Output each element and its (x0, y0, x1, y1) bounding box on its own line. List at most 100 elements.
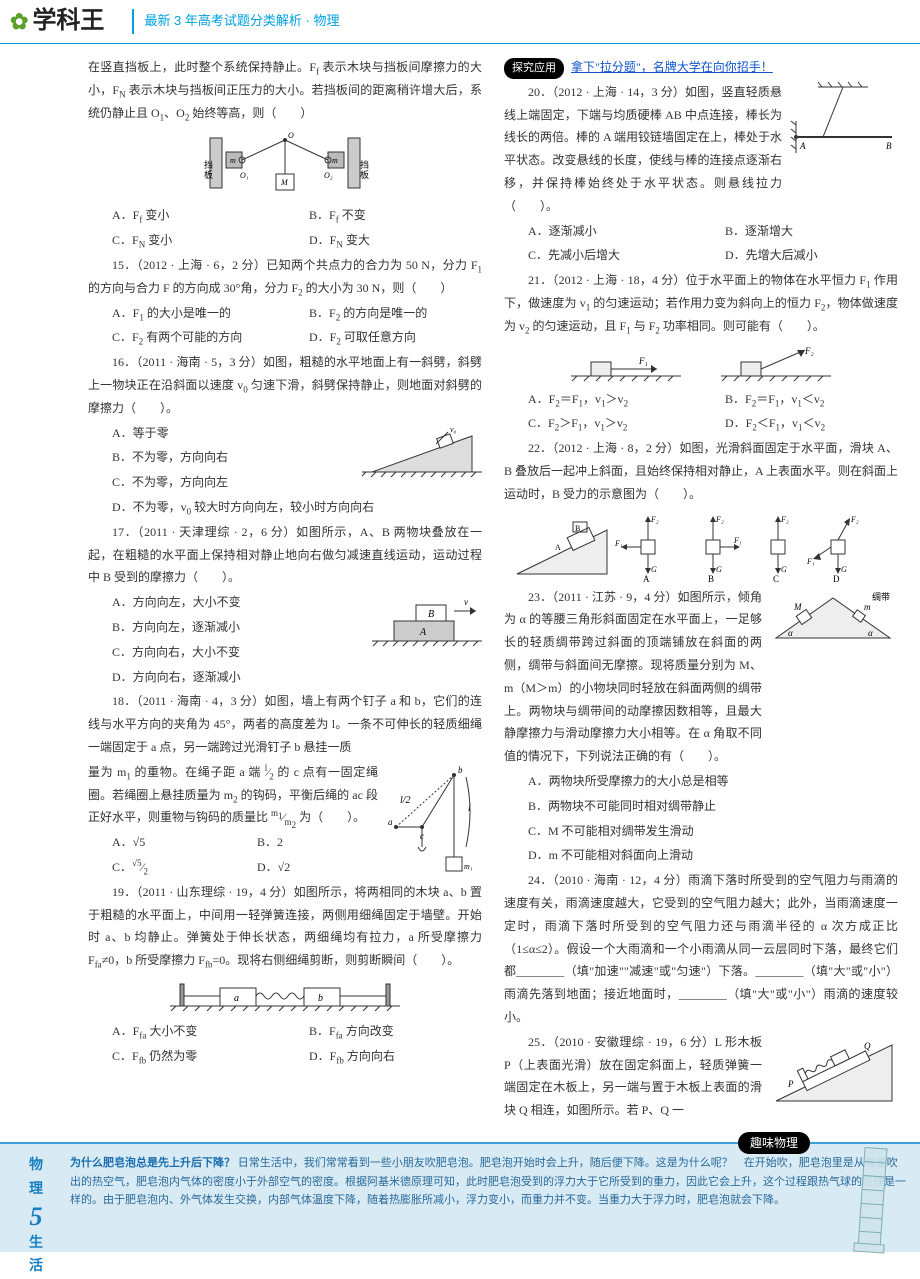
svg-text:G: G (716, 565, 722, 574)
logo-text: 学科王 (32, 0, 104, 44)
q19-stem: 19．（2011 · 山东理综 · 19，4 分）如图所示，将两相同的木块 a、… (88, 881, 482, 972)
footer-label: 物理 5 生活 (22, 1154, 50, 1279)
footer-text: 为什么肥皂泡总是先上升后下降？ 日常生活中，我们常常看到一些小朋友吹肥皂泡。肥皂… (70, 1154, 906, 1210)
svg-text:F₂: F₂ (715, 515, 724, 524)
section-link[interactable]: 拿下"拉分题"，名牌大学在向你招手！ (571, 60, 773, 74)
q23-optD: D．m 不可能相对斜面向上滑动 (504, 844, 898, 867)
svg-text:O₁: O₁ (240, 171, 249, 180)
fig-q20: A B (788, 81, 898, 155)
q16-optC: C．不为零，方向向左 (88, 471, 356, 494)
svg-text:F₂: F₂ (780, 515, 789, 524)
q15-stem: 15．（2012 · 上海 · 6，2 分）已知两个共点力的合力为 50 N，分… (88, 254, 482, 300)
svg-text:M: M (793, 602, 802, 612)
svg-text:B: B (886, 141, 892, 151)
q24-stem: 24．（2010 · 海南 · 12，4 分）雨滴下落时所受到的空气阻力与雨滴的… (504, 869, 898, 1029)
svg-text:F₁: F₁ (806, 557, 815, 566)
svg-text:F₂: F₂ (804, 346, 814, 356)
svg-text:C: C (773, 574, 779, 582)
q23-optC: C．M 不可能相对绸带发生滑动 (504, 820, 898, 843)
q16-stem: 16．（2011 · 海南 · 5，3 分）如图，粗糙的水平地面上有一斜劈，斜劈… (88, 351, 482, 419)
q20-row2: C．先减小后增大D．先增大后减小 (504, 244, 898, 267)
svg-text:板: 板 (360, 169, 369, 180)
q23-stem: 23．（2011 · 江苏 · 9，4 分）如图所示，倾角为 α 的等腰三角形斜… (504, 586, 762, 768)
svg-text:a: a (388, 817, 393, 827)
q22-stem: 22．（2012 · 上海 · 8，2 分）如图，光滑斜面固定于水平面，滑块 A… (504, 437, 898, 505)
q19-row2: C．Ffb 仍然为零D．Ffb 方向向右 (88, 1045, 482, 1068)
svg-text:P: P (787, 1079, 794, 1089)
q21-row1: A．F2＝F1，v1＞v2B．F2＝F1，v1＜v2 (504, 388, 898, 411)
svg-text:B: B (428, 609, 434, 620)
footer: 趣味物理 物理 5 生活 为什么肥皂泡总是先上升后下降？ 日常生活中，我们常常看… (0, 1142, 920, 1252)
fig-q22: B A F₂ F₁ G A (504, 510, 898, 582)
svg-text:F₂: F₂ (850, 515, 859, 524)
leaf-icon: ✿ (10, 1, 28, 43)
svg-text:m₁: m₁ (464, 862, 473, 871)
svg-text:绸带: 绸带 (872, 591, 890, 602)
svg-text:Q: Q (864, 1041, 871, 1051)
section-tag: 探究应用 (504, 58, 564, 79)
q16-optD: D．不为零，v0 较大时方向向左，较小时方向向右 (88, 496, 482, 519)
q14-stem: 在竖直挡板上，此时整个系统保持静止。Ff 表示木块与挡板间摩擦力的大小，FN 表… (88, 56, 482, 124)
q25-stem: 25．（2010 · 安徽理综 · 19，6 分）L 形木板 P（上表面光滑）放… (504, 1031, 762, 1122)
svg-text:挡: 挡 (204, 159, 213, 170)
q15-row2: C．F2 有两个可能的方向D．F2 可取任意方向 (88, 326, 482, 349)
fig-q17: A B v (372, 591, 482, 651)
svg-text:F₁: F₁ (638, 356, 648, 366)
svg-text:A: A (799, 141, 806, 151)
svg-text:b: b (318, 993, 323, 1004)
q17-optD: D．方向向右，逐渐减小 (88, 666, 372, 689)
fig-q25: P Q (768, 1031, 898, 1107)
svg-text:v: v (464, 597, 468, 607)
page-header: ✿ 学科王 最新 3 年高考试题分类解析 · 物理 (0, 0, 920, 44)
svg-text:α: α (788, 628, 793, 638)
svg-text:O₂: O₂ (324, 171, 333, 180)
fig-q16: v₀ (362, 422, 482, 478)
svg-text:G: G (781, 565, 787, 574)
section-header: 探究应用 拿下"拉分题"，名牌大学在向你招手！ (504, 56, 898, 79)
svg-text:M: M (280, 178, 289, 187)
q14-row2: C．FN 变小D．FN 变大 (88, 229, 482, 252)
q14-row1: A．Ff 变小B．Ff 不变 (88, 204, 482, 227)
svg-text:m: m (230, 156, 236, 165)
svg-text:D: D (833, 574, 840, 582)
q23-optB: B．两物块不可能同时相对绸带静止 (504, 795, 898, 818)
fun-badge: 趣味物理 (738, 1132, 810, 1154)
left-column: 在竖直挡板上，此时整个系统保持静止。Ff 表示木块与挡板间摩擦力的大小，FN 表… (88, 56, 482, 1124)
q15-row1: A．F1 的大小是唯一的B．F2 的方向是唯一的 (88, 302, 482, 325)
svg-text:b: b (458, 765, 463, 775)
svg-text:A: A (643, 574, 650, 582)
svg-text:a: a (234, 993, 239, 1004)
fig-q19: a b (88, 976, 482, 1016)
q17-stem: 17．（2011 · 天津理综 · 2，6 分）如图所示，A、B 两物块叠放在一… (88, 521, 482, 589)
fig-q18: a b c m₁ l l/2 (382, 761, 482, 881)
q18-row2: C．√5⁄2D．√2 (88, 856, 378, 879)
logo: ✿ 学科王 (10, 0, 104, 44)
q17-optA: A．方向向左，大小不变 (88, 591, 372, 614)
content: 在竖直挡板上，此时整个系统保持静止。Ff 表示木块与挡板间摩擦力的大小，FN 表… (0, 44, 920, 1132)
right-column: 探究应用 拿下"拉分题"，名牌大学在向你招手！ 20．（2012 · 上海 · … (504, 56, 898, 1124)
svg-text:F₁: F₁ (733, 536, 742, 545)
q21-stem: 21．（2012 · 上海 · 18，4 分）位于水平面上的物体在水平恒力 F1… (504, 269, 898, 337)
svg-text:G: G (651, 565, 657, 574)
svg-text:l/2: l/2 (400, 795, 411, 806)
svg-text:m: m (864, 602, 871, 612)
svg-text:B: B (708, 574, 714, 582)
q19-row1: A．Ffa 大小不变B．Ffa 方向改变 (88, 1020, 482, 1043)
svg-text:O: O (288, 131, 294, 140)
svg-text:A: A (555, 543, 561, 552)
q17-optB: B．方向向左，逐渐减小 (88, 616, 372, 639)
fig-q14: 挡板 挡板 m m O O₁ O₂ M (88, 128, 482, 200)
q18-stem2: 量为 m1 的重物。在绳子距 a 端 l⁄2 的 c 点有一固定绳圈。若绳圈上悬… (88, 761, 378, 829)
q18-row1: A．√5B．2 (88, 831, 378, 854)
svg-text:G: G (841, 565, 847, 574)
svg-text:挡: 挡 (360, 159, 369, 170)
svg-text:B: B (575, 524, 580, 533)
q17-optC: C．方向向右，大小不变 (88, 641, 372, 664)
svg-text:F₁: F₁ (614, 539, 623, 548)
svg-text:A: A (419, 627, 427, 638)
q18-stem1: 18．（2011 · 海南 · 4，3 分）如图，墙上有两个钉子 a 和 b，它… (88, 690, 482, 758)
q20-row1: A．逐渐减小B．逐渐增大 (504, 220, 898, 243)
q16-optA: A．等于零 (88, 422, 356, 445)
fig-q21: F₁ F₂ (504, 342, 898, 384)
q16-optB: B．不为零，方向向右 (88, 446, 356, 469)
